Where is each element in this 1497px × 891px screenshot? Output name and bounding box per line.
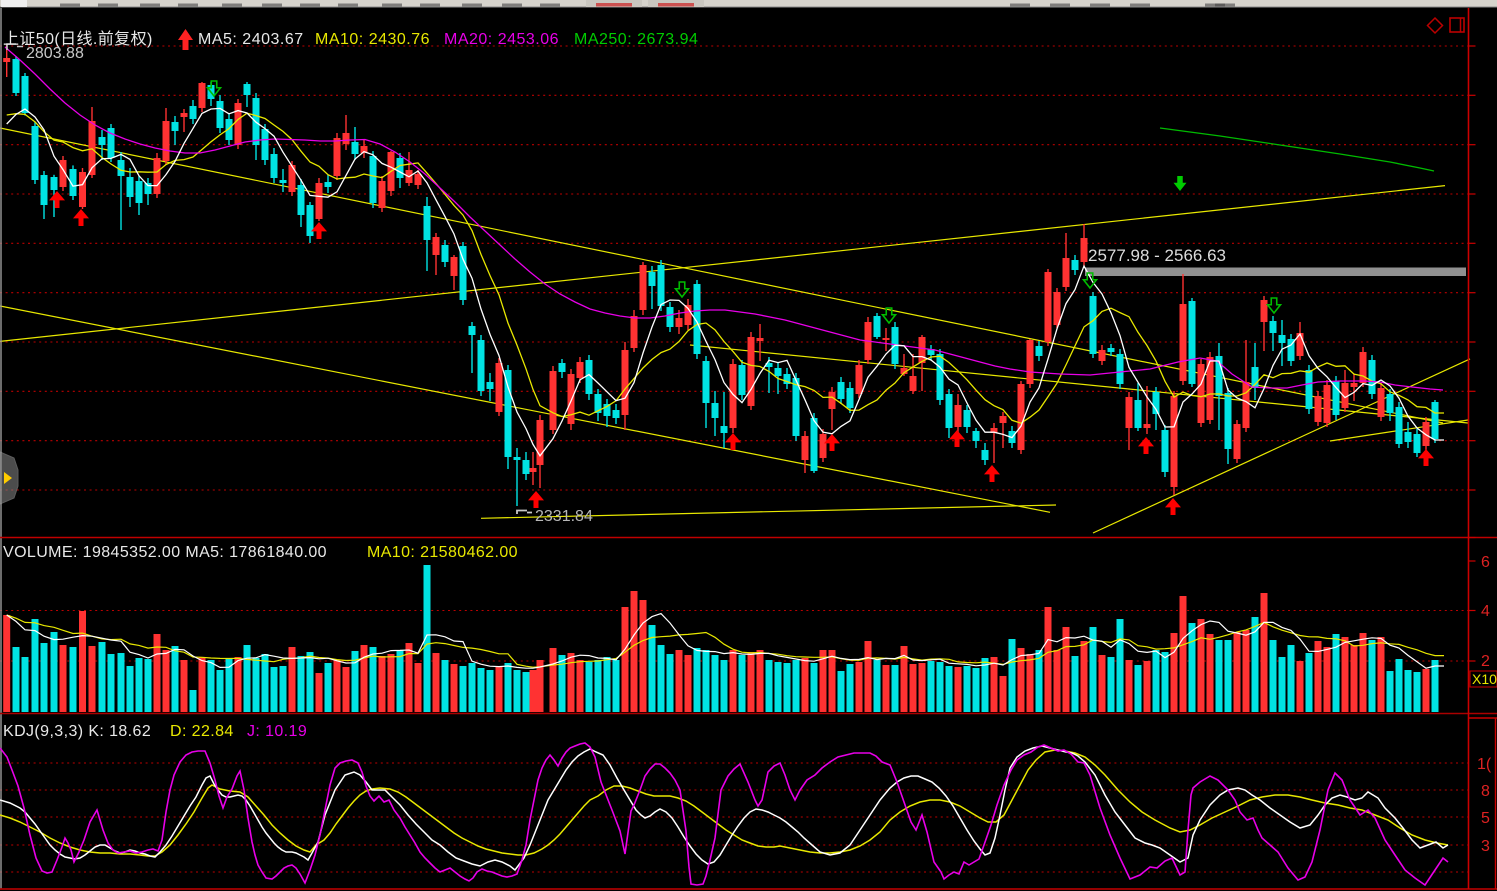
svg-text:1(: 1( [1477,756,1492,773]
svg-text:MA10: 2430.76: MA10: 2430.76 [315,31,430,48]
svg-text:KDJ(9,3,3) K: 18.62: KDJ(9,3,3) K: 18.62 [3,723,151,740]
svg-text:D: 22.84: D: 22.84 [170,723,234,740]
svg-text:2: 2 [1481,653,1490,670]
svg-text:2577.98 - 2566.63: 2577.98 - 2566.63 [1088,246,1226,265]
svg-text:8: 8 [1481,783,1490,800]
svg-text:6: 6 [1481,554,1490,571]
svg-text:J: 10.19: J: 10.19 [247,723,307,740]
svg-text:X10: X10 [1472,671,1497,687]
svg-text:MA5: 2403.67: MA5: 2403.67 [198,31,304,48]
svg-text:MA10: 21580462.00: MA10: 21580462.00 [367,544,518,561]
svg-text:2331.84: 2331.84 [535,508,593,525]
svg-text:VOLUME: 19845352.00 MA5: 1786: VOLUME: 19845352.00 MA5: 17861840.00 [3,544,327,561]
svg-text:MA250: 2673.94: MA250: 2673.94 [574,31,698,48]
svg-text:4: 4 [1481,603,1490,620]
svg-text:MA20: 2453.06: MA20: 2453.06 [444,31,559,48]
svg-text:上证50(日线.前复权): 上证50(日线.前复权) [3,30,153,48]
svg-text:2803.88: 2803.88 [26,45,84,62]
svg-text:5: 5 [1481,810,1490,827]
svg-text:3: 3 [1481,838,1490,855]
